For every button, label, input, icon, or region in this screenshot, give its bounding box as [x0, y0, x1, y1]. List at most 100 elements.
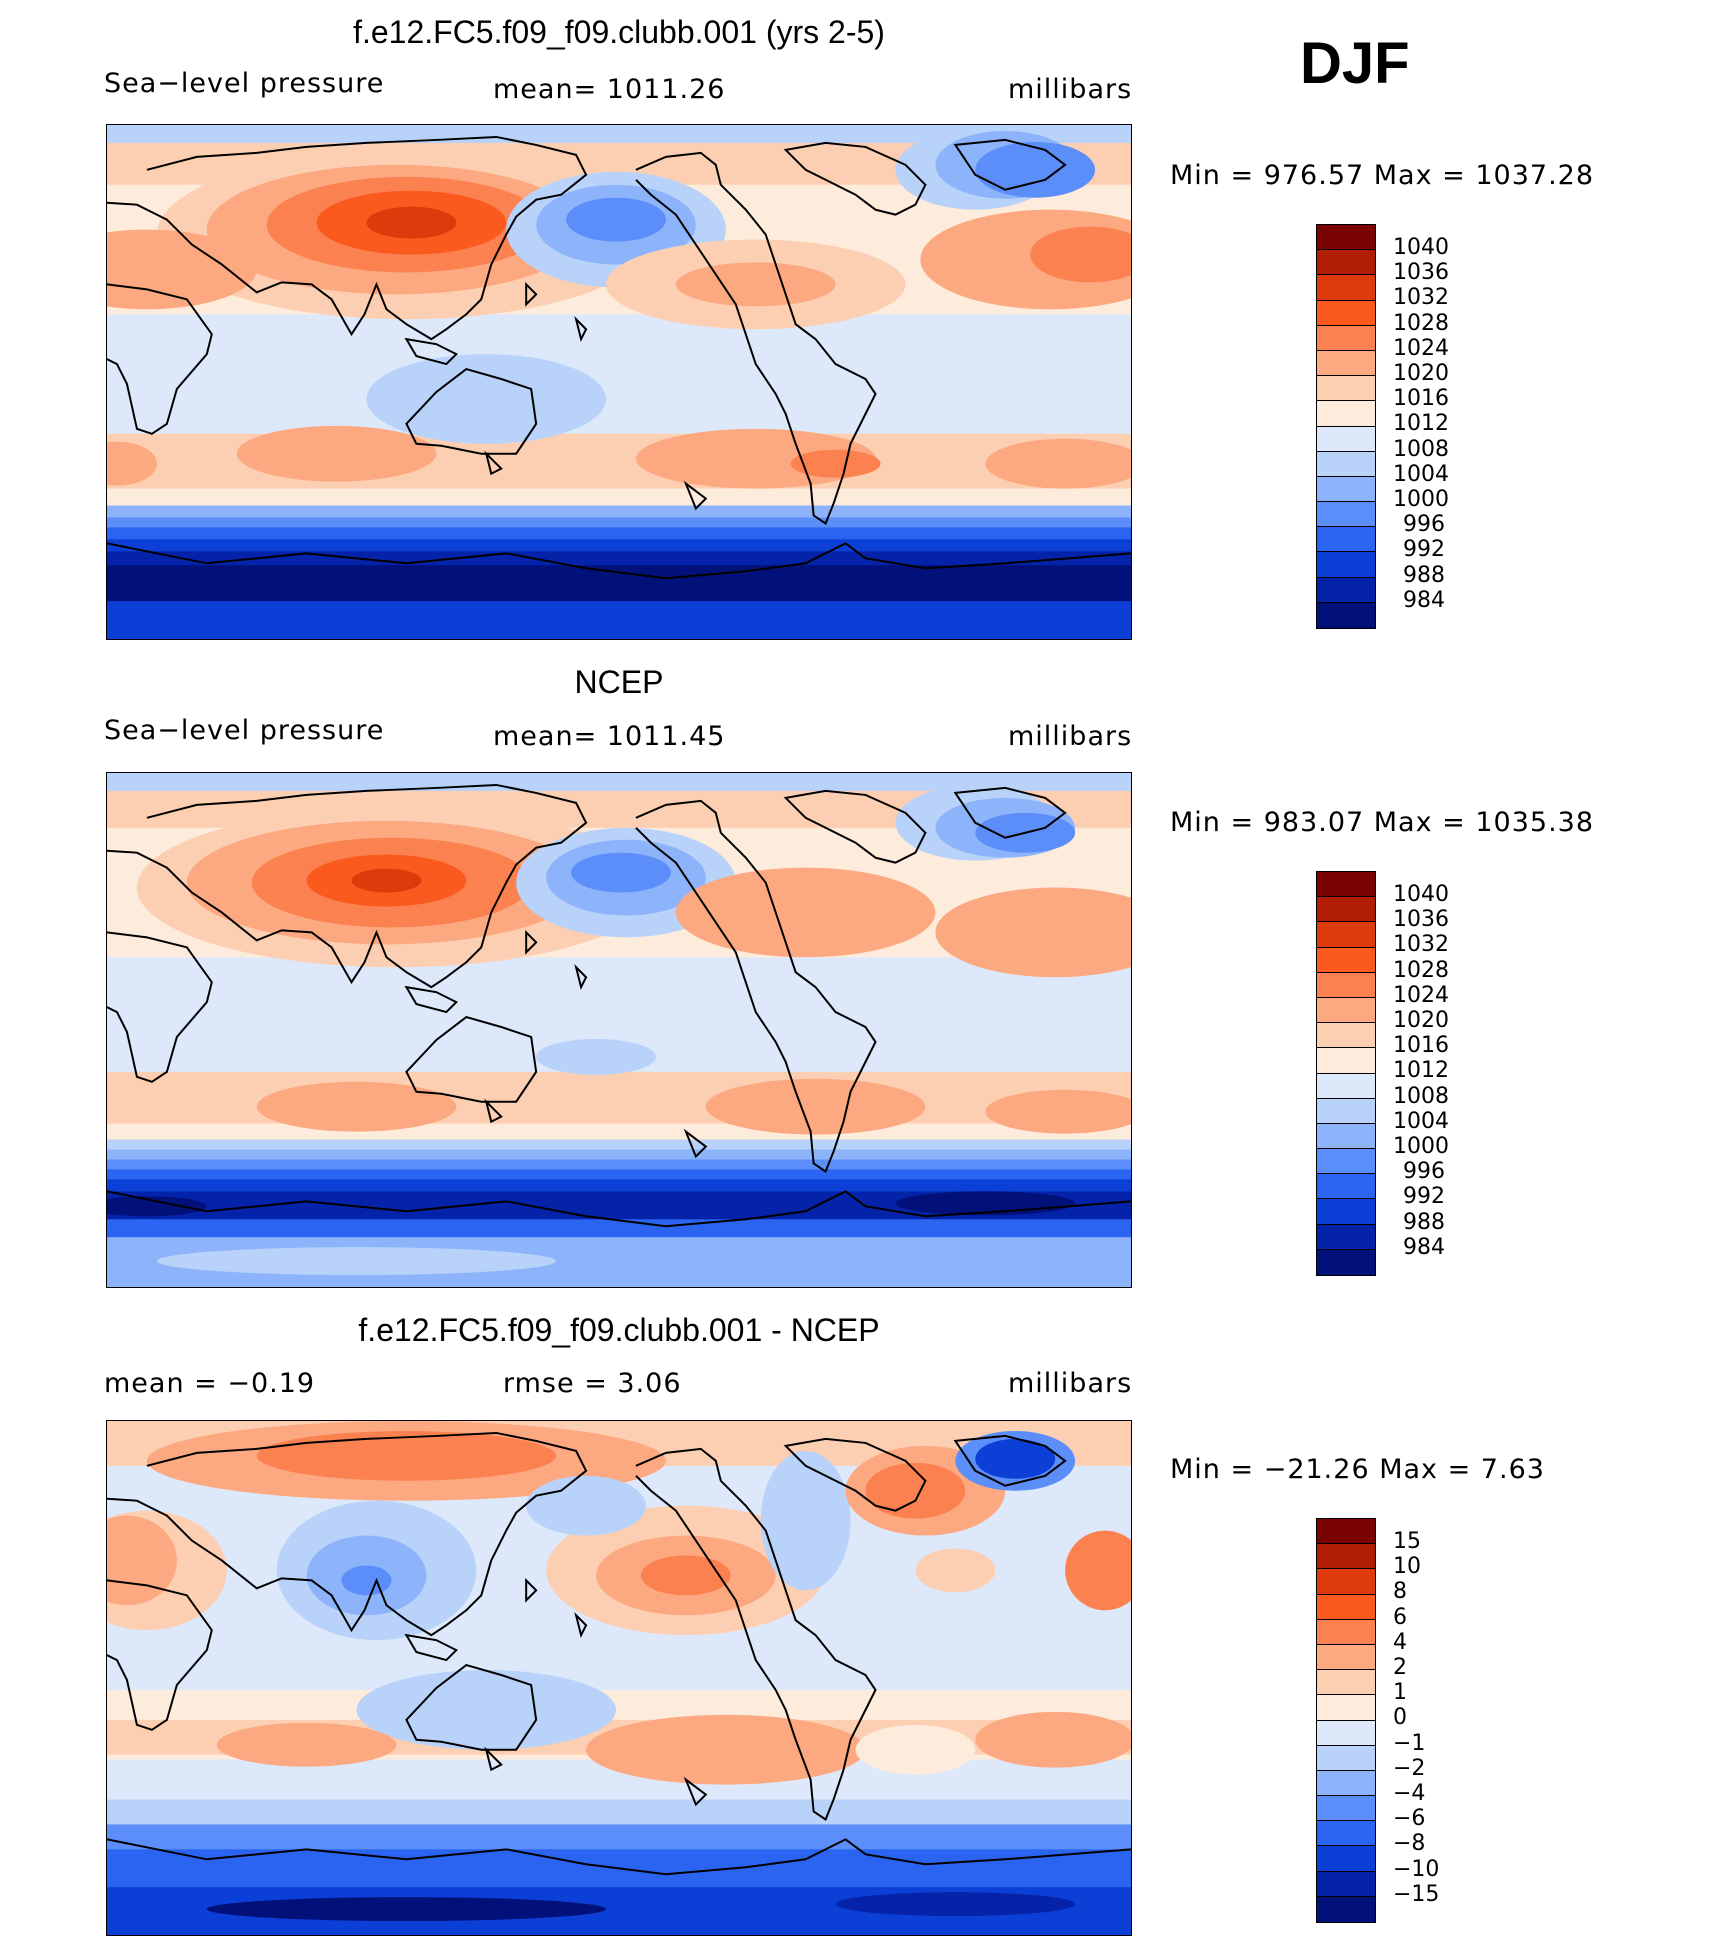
- panel-2-minmax: Min = 983.07 Max = 1035.38: [1170, 807, 1595, 838]
- colorbar-label: −1: [1393, 1730, 1426, 1756]
- colorbar-label: 984: [1403, 587, 1445, 613]
- colorbar-label: 996: [1403, 1159, 1445, 1185]
- colorbar-swatch: [1317, 1619, 1375, 1645]
- colorbar-swatch: [1317, 872, 1375, 898]
- colorbar-label: −4: [1393, 1781, 1426, 1806]
- colorbar-swatch: [1317, 250, 1375, 276]
- colorbar-swatch: [1317, 1199, 1375, 1225]
- panel-1-variable-label: Sea−level pressure: [104, 68, 385, 99]
- panel-3-mean-label: mean = −0.19: [104, 1368, 316, 1399]
- colorbar-label: 1008: [1393, 436, 1449, 462]
- colorbar-swatch: [1317, 1249, 1375, 1275]
- colorbar-swatch: [1317, 1670, 1375, 1696]
- colorbar-label: 1040: [1393, 882, 1449, 907]
- colorbar-label: 1028: [1393, 310, 1449, 336]
- colorbar-swatch: [1317, 502, 1375, 528]
- colorbar-label: 1012: [1393, 411, 1449, 437]
- colorbar-swatch: [1317, 1644, 1375, 1671]
- colorbar-label: 1008: [1393, 1083, 1449, 1109]
- colorbar-label: 984: [1403, 1234, 1445, 1260]
- colorbar-swatch: [1317, 350, 1375, 377]
- colorbar-swatch: [1317, 1796, 1375, 1822]
- colorbar-label: 1016: [1393, 386, 1449, 412]
- colorbar-label: 988: [1403, 562, 1445, 588]
- colorbar-swatch: [1317, 1695, 1375, 1721]
- panel-3-map: [106, 1420, 1132, 1936]
- colorbar-swatch: [1317, 1745, 1375, 1771]
- panel-2-colorbar: [1316, 871, 1376, 1276]
- colorbar-swatch: [1317, 1073, 1375, 1099]
- panel-2-variable-label: Sea−level pressure: [104, 715, 385, 746]
- panel-1-minmax: Min = 976.57 Max = 1037.28: [1170, 160, 1595, 191]
- colorbar-label: 1004: [1393, 461, 1449, 487]
- colorbar-swatch: [1317, 897, 1375, 923]
- colorbar-label: −15: [1393, 1881, 1440, 1907]
- colorbar-label: 1036: [1393, 907, 1449, 933]
- colorbar-swatch: [1317, 1846, 1375, 1872]
- colorbar-swatch: [1317, 275, 1375, 301]
- colorbar-label: 1024: [1393, 335, 1449, 361]
- panel-1-map: [106, 124, 1132, 640]
- colorbar-label: 1024: [1393, 982, 1449, 1008]
- colorbar-label: 988: [1403, 1209, 1445, 1235]
- colorbar-label: 1000: [1393, 487, 1449, 512]
- colorbar-swatch: [1317, 1821, 1375, 1847]
- colorbar-swatch: [1317, 476, 1375, 503]
- colorbar-label: 996: [1403, 512, 1445, 538]
- colorbar-swatch: [1317, 426, 1375, 452]
- colorbar-swatch: [1317, 1871, 1375, 1897]
- colorbar-swatch: [1317, 1123, 1375, 1150]
- colorbar-swatch: [1317, 552, 1375, 578]
- colorbar-label: 992: [1403, 537, 1445, 563]
- panel-2-title: NCEP: [574, 664, 664, 700]
- colorbar-swatch: [1317, 325, 1375, 351]
- colorbar-label: 1020: [1393, 1008, 1449, 1033]
- panel-2-map: [106, 772, 1132, 1288]
- colorbar-swatch: [1317, 1720, 1375, 1746]
- colorbar-swatch: [1317, 376, 1375, 402]
- colorbar-label: 1: [1393, 1680, 1407, 1706]
- colorbar-swatch: [1317, 1048, 1375, 1074]
- colorbar-label: −8: [1393, 1831, 1426, 1857]
- colorbar-label: 992: [1403, 1184, 1445, 1210]
- colorbar-swatch: [1317, 1544, 1375, 1570]
- panel-3-units-label: millibars: [1008, 1368, 1133, 1399]
- colorbar-label: −2: [1393, 1755, 1426, 1781]
- panel-3-colorbar: [1316, 1518, 1376, 1923]
- colorbar-label: −6: [1393, 1806, 1426, 1832]
- colorbar-label: 1016: [1393, 1033, 1449, 1059]
- colorbar-label: 1028: [1393, 957, 1449, 983]
- colorbar-label: 1032: [1393, 932, 1449, 958]
- panel-3-minmax: Min = −21.26 Max = 7.63: [1170, 1454, 1545, 1485]
- panel-1-colorbar: [1316, 224, 1376, 629]
- season-label: DJF: [1300, 31, 1410, 96]
- colorbar-swatch: [1317, 972, 1375, 998]
- colorbar-swatch: [1317, 401, 1375, 427]
- colorbar-label: 15: [1393, 1529, 1421, 1554]
- panel-3-rmse-label: rmse = 3.06: [503, 1368, 682, 1399]
- colorbar-swatch: [1317, 602, 1375, 628]
- colorbar-swatch: [1317, 451, 1375, 477]
- colorbar-label: 1000: [1393, 1134, 1449, 1159]
- colorbar-label: 1020: [1393, 361, 1449, 386]
- colorbar-swatch: [1317, 947, 1375, 973]
- colorbar-label: 8: [1393, 1579, 1407, 1605]
- colorbar-label: 4: [1393, 1629, 1407, 1655]
- colorbar-swatch: [1317, 225, 1375, 251]
- colorbar-swatch: [1317, 922, 1375, 948]
- colorbar-swatch: [1317, 1224, 1375, 1250]
- colorbar-label: 6: [1393, 1604, 1407, 1630]
- colorbar-swatch: [1317, 1896, 1375, 1922]
- colorbar-label: 1036: [1393, 260, 1449, 286]
- colorbar-swatch: [1317, 1098, 1375, 1124]
- colorbar-label: 1012: [1393, 1058, 1449, 1084]
- panel-2-units-label: millibars: [1008, 721, 1133, 752]
- colorbar-label: 1004: [1393, 1108, 1449, 1134]
- colorbar-label: 10: [1393, 1554, 1421, 1580]
- colorbar-label: 1032: [1393, 285, 1449, 311]
- colorbar-label: 2: [1393, 1655, 1407, 1680]
- colorbar-swatch: [1317, 1569, 1375, 1595]
- colorbar-swatch: [1317, 1149, 1375, 1175]
- colorbar-label: 1040: [1393, 235, 1449, 260]
- colorbar-swatch: [1317, 997, 1375, 1024]
